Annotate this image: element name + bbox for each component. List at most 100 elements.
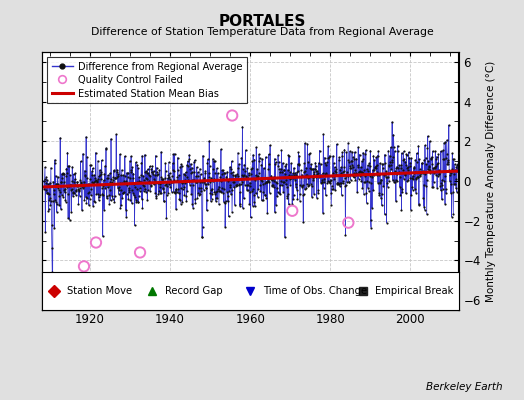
Point <box>338 149 346 156</box>
Point <box>100 206 108 213</box>
Point <box>160 182 169 188</box>
Point <box>394 164 402 171</box>
Point <box>133 178 141 185</box>
Point <box>246 179 254 186</box>
Point <box>397 207 406 213</box>
Text: PORTALES: PORTALES <box>219 14 305 29</box>
Point <box>105 192 113 198</box>
Point <box>61 185 69 192</box>
Point <box>136 185 145 192</box>
Point <box>280 178 288 185</box>
Point <box>259 181 267 187</box>
Point <box>192 173 200 179</box>
Point <box>208 191 216 198</box>
Point <box>127 153 135 160</box>
Point <box>146 173 155 179</box>
Point <box>140 188 148 194</box>
Point <box>422 182 430 189</box>
Point <box>231 202 239 208</box>
Point <box>40 186 48 192</box>
Point <box>126 175 134 182</box>
Point <box>224 213 233 220</box>
Point <box>452 176 460 182</box>
Point <box>45 191 53 197</box>
Point <box>397 165 405 171</box>
Point <box>72 187 80 193</box>
Point <box>435 171 444 177</box>
Point <box>163 175 172 181</box>
Point <box>266 142 274 148</box>
Point <box>388 157 397 163</box>
Point <box>187 160 195 167</box>
Point <box>436 148 445 154</box>
Point <box>425 167 433 174</box>
Point <box>293 161 302 167</box>
Point <box>398 189 407 195</box>
Point <box>408 174 416 181</box>
Point <box>287 175 295 181</box>
Point <box>439 147 447 154</box>
Point <box>400 176 408 182</box>
Point <box>283 193 291 199</box>
Point <box>263 210 271 216</box>
Point <box>346 148 354 155</box>
Point <box>148 169 156 176</box>
Point <box>163 183 171 189</box>
Point <box>119 178 128 184</box>
Point <box>333 179 342 186</box>
Point <box>409 172 417 179</box>
Point <box>271 209 279 216</box>
Point <box>362 200 370 206</box>
Point <box>270 174 278 180</box>
Point <box>292 187 301 193</box>
Point <box>332 169 341 175</box>
Point <box>175 196 183 202</box>
Point <box>99 233 107 240</box>
Point <box>201 180 209 187</box>
Point <box>233 182 242 188</box>
Point <box>452 164 461 170</box>
Point <box>275 166 283 172</box>
Point <box>430 165 439 171</box>
Point <box>374 180 382 186</box>
Point <box>212 195 221 201</box>
Point <box>181 177 189 183</box>
Point <box>46 180 54 186</box>
Point <box>414 201 423 207</box>
Point <box>447 214 456 220</box>
Point <box>254 186 263 192</box>
Point <box>92 150 100 156</box>
Point <box>443 150 451 157</box>
Point <box>111 174 119 181</box>
Point <box>72 192 80 198</box>
Point <box>56 134 64 141</box>
Point <box>433 161 442 167</box>
Text: Time of Obs. Change: Time of Obs. Change <box>263 286 367 296</box>
Point <box>326 176 335 183</box>
Point <box>171 190 180 196</box>
Point <box>100 171 108 177</box>
Point <box>446 170 455 176</box>
Point <box>124 174 132 180</box>
Point <box>401 158 409 165</box>
Point <box>296 182 304 188</box>
Point <box>255 170 263 176</box>
Point <box>97 171 105 177</box>
Point <box>53 181 62 187</box>
Point <box>170 150 179 157</box>
Point <box>135 178 144 184</box>
Point <box>377 177 386 183</box>
Point <box>390 144 398 150</box>
Point <box>337 164 345 171</box>
Point <box>271 161 279 167</box>
Point <box>148 169 156 175</box>
Point <box>243 187 251 193</box>
Point <box>145 178 154 185</box>
Point <box>54 187 63 194</box>
Point <box>362 190 370 196</box>
Point <box>424 163 433 169</box>
Point <box>401 162 410 168</box>
Point <box>416 166 424 173</box>
Point <box>176 163 184 170</box>
Point <box>378 161 387 167</box>
